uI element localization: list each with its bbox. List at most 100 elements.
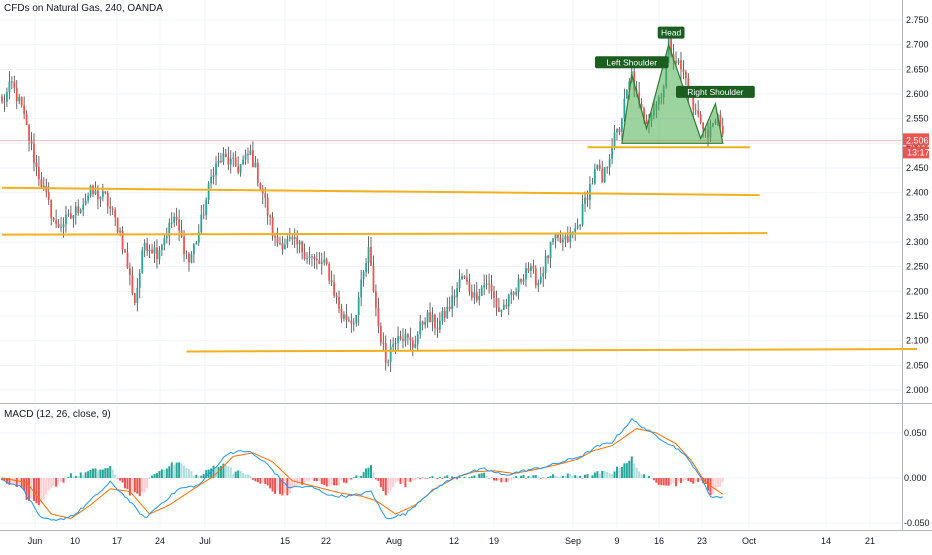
candle [237, 156, 240, 175]
macd-histogram-bar [1, 478, 3, 481]
macd-histogram-bar [212, 465, 215, 478]
candle [389, 339, 392, 373]
candle [175, 207, 178, 226]
candle [126, 242, 129, 270]
macd-histogram-bar [82, 475, 85, 478]
candle-body [55, 220, 58, 224]
candle [47, 182, 50, 205]
candle-body [126, 252, 129, 269]
macd-histogram-bar [185, 468, 188, 478]
candle [190, 251, 193, 264]
time-axis[interactable]: Jun 10 17 24 Jul 15 22 Aug 12 19 Sep 9 16 23 Oct 14 21 [28, 536, 875, 546]
macd-histogram-bar [502, 478, 505, 482]
candle-body [399, 336, 402, 339]
candle [611, 138, 613, 165]
candle [414, 335, 417, 349]
level-line-support-1[interactable] [1, 232, 768, 236]
price-tick-label: 2.400 [906, 188, 929, 198]
candle [360, 269, 363, 307]
candle-body [498, 307, 500, 313]
candle [188, 252, 190, 272]
candle-body [576, 226, 579, 229]
time-tick-label: Jul [199, 536, 211, 546]
candle [259, 182, 262, 191]
candle-body [603, 167, 606, 183]
candle-body [589, 184, 591, 200]
macd-histogram-bar [266, 478, 269, 486]
macd-histogram-bar [424, 478, 427, 479]
candle-body [311, 256, 313, 258]
macd-histogram-bar [596, 471, 599, 478]
candle-body [517, 278, 520, 292]
macd-histogram-bar [465, 477, 468, 478]
macd-histogram-bar [451, 476, 454, 478]
candle-body [628, 81, 631, 90]
candle-body [372, 265, 375, 292]
macd-histogram-bar [183, 465, 186, 478]
price-tick-label: 2.200 [906, 286, 929, 296]
macd-histogram-bar [426, 478, 429, 479]
macd-histogram-bar [657, 478, 660, 485]
macd-histogram-bar [579, 475, 582, 478]
macd-histogram-bar [613, 471, 616, 478]
candle-body [611, 147, 613, 159]
macd-histogram-bar [146, 478, 149, 488]
candle-body [414, 343, 417, 348]
macd-histogram-bar [591, 475, 594, 478]
candle [569, 226, 572, 249]
candle [18, 93, 21, 105]
candle-body [370, 247, 372, 266]
macd-histogram-bar [187, 468, 190, 478]
macd-histogram-bar [443, 476, 446, 478]
candle-body [591, 183, 594, 185]
macd-histogram-bar [394, 478, 397, 483]
candle [603, 167, 606, 184]
macd-histogram-bar [350, 478, 353, 480]
candle-body [382, 342, 385, 344]
macd-histogram-bar [692, 478, 695, 484]
candle-body [173, 216, 176, 223]
time-tick-label: Jun [28, 536, 43, 546]
candle [625, 89, 628, 99]
candle [185, 250, 188, 260]
time-tick-label: 14 [821, 536, 831, 546]
macd-histogram-bar [488, 478, 491, 479]
candle-body [441, 310, 444, 321]
macd-histogram-bar [131, 478, 134, 493]
candle-body [239, 164, 242, 173]
level-line-resistance-1[interactable] [1, 186, 760, 197]
macd-histogram-bar [374, 478, 377, 480]
candle-body [42, 185, 45, 188]
candle-body [215, 163, 217, 176]
candle-body [133, 293, 136, 303]
candle-body [111, 208, 114, 210]
candle [279, 236, 281, 246]
price-axis[interactable]: 2.7502.7002.6502.6002.5502.5002.4502.400… [906, 15, 929, 395]
macd-histogram-bar [247, 474, 249, 478]
candle-body [252, 150, 254, 168]
candle [252, 141, 254, 168]
macd-histogram-bar [379, 478, 382, 488]
candle [372, 255, 375, 293]
candle-body [569, 231, 572, 242]
macd-histogram-bar [638, 471, 641, 478]
candle [534, 265, 537, 289]
macd-title: MACD (12, 26, close, 9) [4, 409, 111, 420]
candle-body [89, 185, 92, 196]
macd-axis[interactable]: 0.050 0.000 -0.050 [904, 428, 930, 528]
candle-body [158, 250, 161, 260]
macd-histogram-bar [28, 478, 31, 502]
macd-histogram-bar [325, 478, 328, 487]
macd-histogram-bar [529, 476, 532, 478]
macd-histogram-bar [153, 474, 156, 478]
candle-body [168, 222, 171, 237]
candle-body [136, 287, 139, 303]
level-line-support-2[interactable] [186, 348, 918, 353]
candle-body [232, 157, 235, 159]
candle [596, 164, 599, 171]
candle [92, 184, 94, 198]
macd-histogram-bar [520, 475, 523, 478]
candle-body [65, 214, 67, 225]
candle [675, 51, 677, 67]
